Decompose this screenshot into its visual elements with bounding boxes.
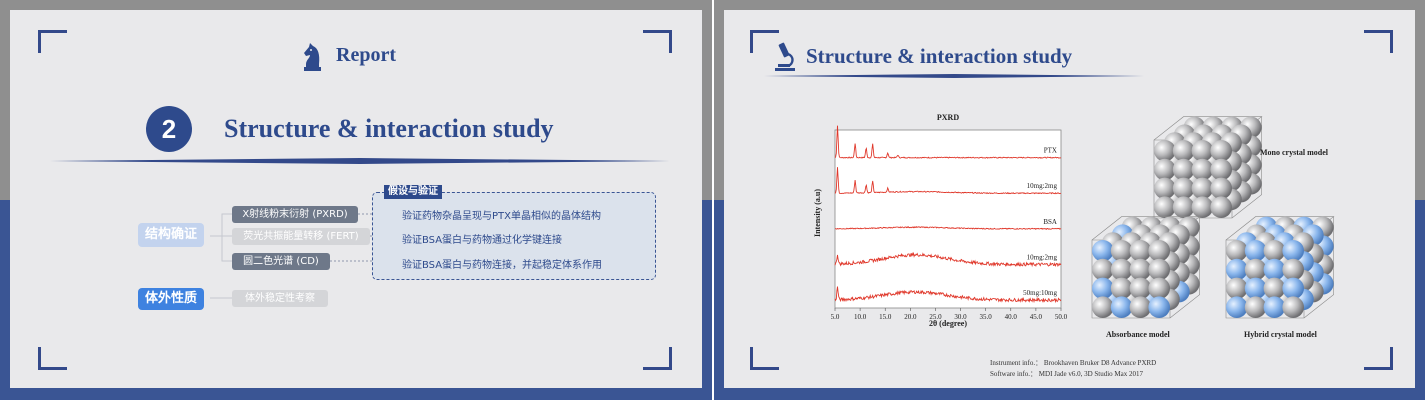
chess-knight-icon <box>304 43 321 71</box>
method-pxrd: X射线粉末衍射 (PXRD) <box>232 206 358 223</box>
header-underline <box>764 74 1144 78</box>
hybrid-crystal-cube <box>1225 216 1335 319</box>
corner-frame-br <box>1364 347 1393 370</box>
x-tick-label: 25.0 <box>929 313 942 321</box>
x-tick-label: 35.0 <box>980 313 993 321</box>
corner-frame-bl <box>750 347 779 370</box>
series-line <box>834 286 1062 304</box>
results-label: 假设与验证 <box>384 185 442 199</box>
y-axis-label: Intensity (a.u) <box>813 189 822 237</box>
slide-panel: Report 2 Structure & interaction study 结… <box>10 10 702 388</box>
mono-model-label: Mono crystal model <box>1260 148 1328 157</box>
x-tick-label: 45.0 <box>1030 313 1043 321</box>
hybrid-model-label: Hybrid crystal model <box>1244 330 1317 339</box>
x-tick-label: 5.0 <box>831 313 840 321</box>
series-line <box>834 125 1062 159</box>
corner-frame-br <box>643 347 672 370</box>
corner-frame-tl <box>750 30 779 53</box>
x-tick-label: 50.0 <box>1055 313 1068 321</box>
result-3: 验证BSA蛋白与药物连接，并起稳定体系作用 <box>402 260 603 271</box>
category-invitro: 体外性质 <box>138 288 204 310</box>
mono-crystal-cube <box>1153 116 1263 219</box>
method-fert: 荧光共振能量转移 (FERT) <box>232 228 370 245</box>
x-tick-label: 10.0 <box>854 313 867 321</box>
series-label: PTX <box>1044 147 1057 155</box>
result-1: 验证药物杂晶呈现与PTX单晶相似的晶体结构 <box>402 211 601 222</box>
series-line <box>835 226 1062 231</box>
header-title: Report <box>336 44 396 66</box>
series-label: 10mg:2mg <box>1027 182 1058 190</box>
slide-report: Report 2 Structure & interaction study 结… <box>0 0 712 400</box>
chart-title: PXRD <box>937 113 959 122</box>
crystal-models-illustration <box>1091 116 1335 319</box>
absorbance-cube <box>1091 216 1201 319</box>
series-line <box>834 167 1062 195</box>
result-2: 验证BSA蛋白与药物通过化学键连接 <box>402 235 563 246</box>
corner-frame-bl <box>38 347 67 370</box>
corner-frame-tr <box>643 30 672 53</box>
x-tick-label: 40.0 <box>1005 313 1018 321</box>
x-tick-label: 30.0 <box>954 313 967 321</box>
series-label: 10mg:2mg <box>1027 253 1058 261</box>
corner-frame-tl <box>38 30 67 53</box>
instrument-info: Instrument info.： Brookhaven Bruker D8 A… <box>990 358 1156 380</box>
pxrd-chart: PXRD Intensity (a.u) 2θ (degree) PTX 10mg… <box>813 113 1068 328</box>
section-title: Structure & interaction study <box>224 114 554 143</box>
absorbance-model-label: Absorbance model <box>1106 330 1170 339</box>
plot-area <box>834 129 1062 309</box>
section-number-badge: 2 <box>146 106 192 152</box>
header-title: Structure & interaction study <box>806 44 1073 68</box>
slide-panel: Structure & interaction study PXRD Inten… <box>724 10 1415 388</box>
title-divider <box>50 158 670 164</box>
software-line: Software info.： MDI Jade v6.0, 3D Studio… <box>990 370 1144 378</box>
series-line <box>834 251 1062 268</box>
x-tick-label: 15.0 <box>879 313 892 321</box>
microscope-icon <box>775 42 795 71</box>
results-box <box>372 192 656 280</box>
x-axis-label: 2θ (degree) <box>929 319 967 328</box>
series-label: BSA <box>1043 218 1057 226</box>
slide-structure: Structure & interaction study PXRD Inten… <box>714 0 1425 400</box>
x-tick-label: 20.0 <box>904 313 917 321</box>
corner-frame-tr <box>1364 30 1393 53</box>
method-cd: 圆二色光谱 (CD) <box>232 253 330 270</box>
category-structure: 结构确证 <box>138 223 204 247</box>
method-stability: 体外稳定性考察 <box>232 290 328 307</box>
instrument-line: Instrument info.： Brookhaven Bruker D8 A… <box>990 359 1157 367</box>
series-label: 50mg:10mg <box>1023 289 1057 297</box>
